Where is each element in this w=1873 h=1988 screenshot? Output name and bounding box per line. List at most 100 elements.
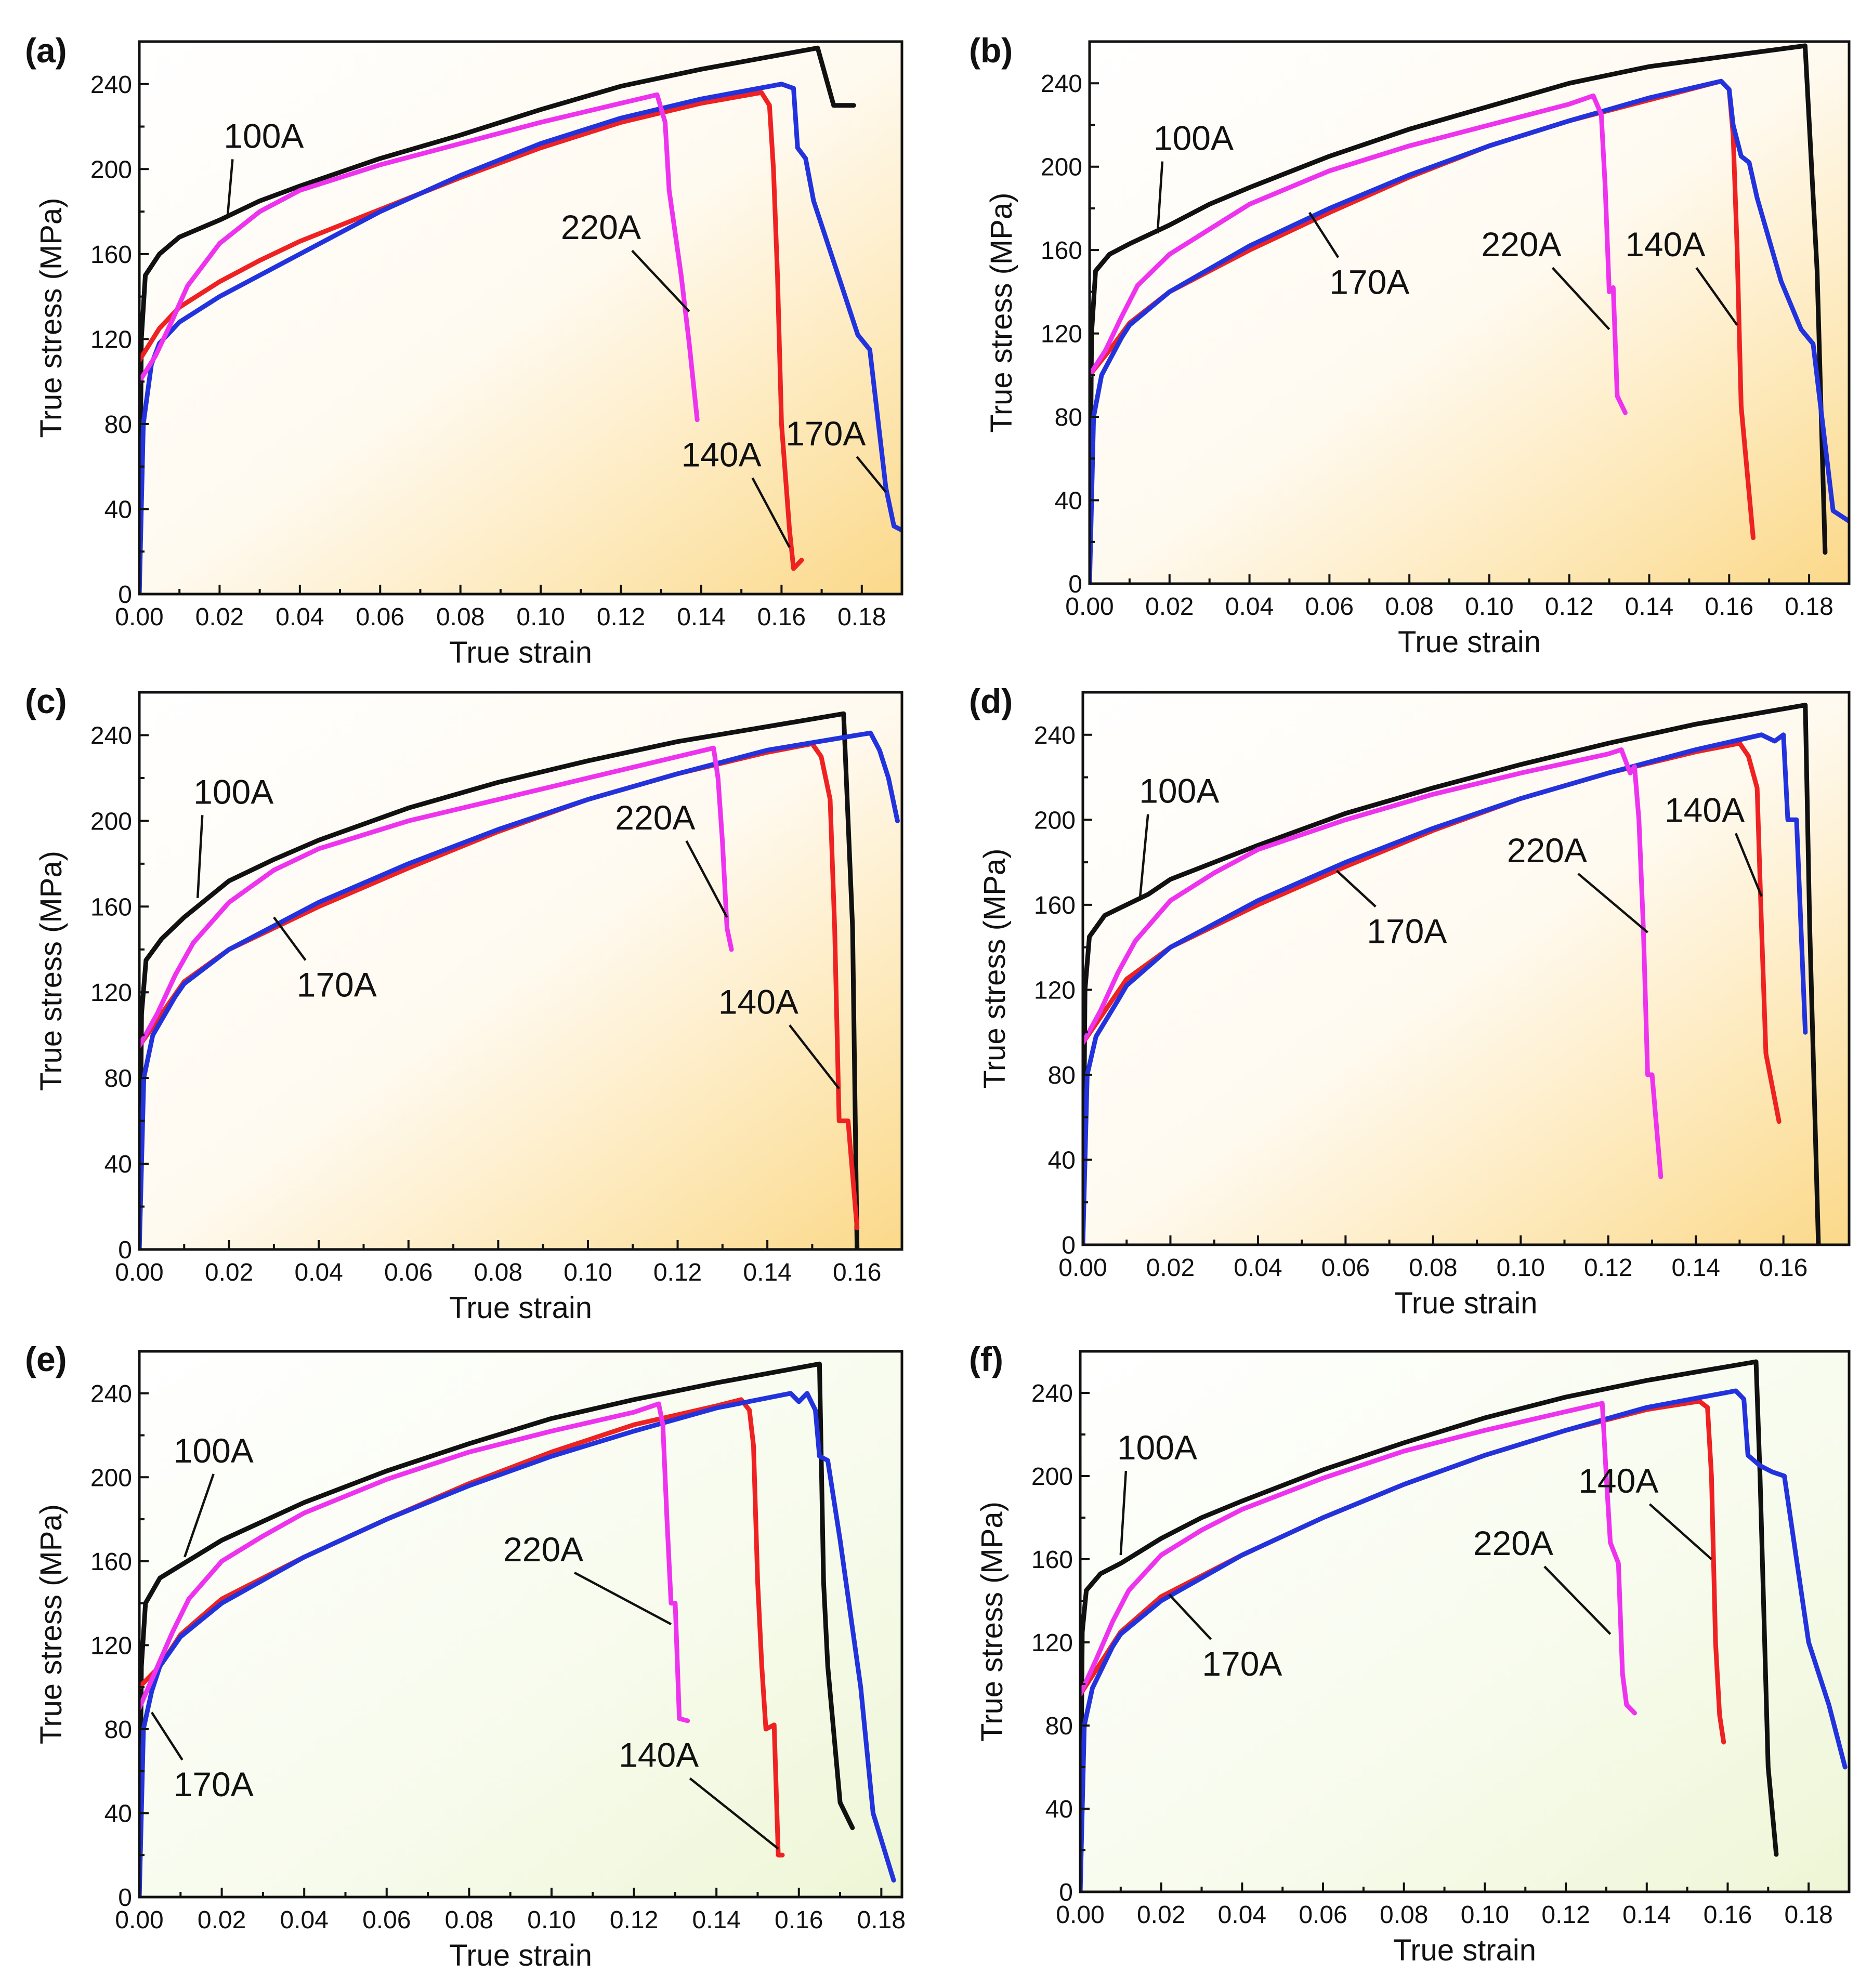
x-tick-label: 0.16 [775, 1906, 823, 1934]
series-line-220A [139, 92, 700, 423]
series-line-170A [1090, 78, 1849, 584]
y-tick-label: 200 [90, 808, 132, 835]
plot-frame [138, 1350, 903, 1899]
series-line-100A [139, 711, 860, 1249]
y-tick-label: 80 [1048, 1062, 1076, 1089]
series-line-170A [139, 730, 900, 1249]
series-line-220A [1080, 1401, 1637, 1716]
y-tick-label: 200 [90, 156, 132, 183]
annotation-leader-220A [1577, 873, 1649, 933]
series-group [1080, 1359, 1848, 1892]
x-tick-label: 0.12 [1584, 1254, 1632, 1282]
y-tick-label: 160 [1031, 1546, 1073, 1574]
x-tick-label: 0.14 [1671, 1254, 1720, 1282]
y-tick-label: 240 [90, 1380, 132, 1408]
y-tick-label: 240 [1034, 722, 1076, 749]
series-line-140A [139, 90, 804, 571]
x-tick-label: 0.02 [1146, 1254, 1195, 1282]
x-tick-label: 0.00 [1065, 593, 1114, 621]
y-tick-label: 80 [1045, 1713, 1073, 1740]
annotation-label-100A: 100A [1154, 119, 1234, 157]
x-tick-label: 0.16 [1759, 1254, 1807, 1282]
x-tick-label: 0.14 [743, 1259, 791, 1286]
x-tick-label: 0.02 [1137, 1901, 1185, 1929]
series-line-100A [139, 45, 856, 594]
annotation-leader-220A [631, 249, 690, 312]
x-axis-title: True strain [449, 1291, 592, 1325]
series-line-220A [139, 745, 734, 1048]
x-tick-label: 0.04 [294, 1259, 343, 1286]
plot-frame [138, 40, 903, 596]
series-group [139, 711, 900, 1249]
panel-label: (b) [969, 31, 1013, 70]
series-line-100A [1083, 703, 1821, 1245]
y-axis-title: True stress (MPa) [34, 198, 68, 438]
annotation-label-220A: 220A [615, 798, 695, 837]
x-tick-label: 0.06 [384, 1259, 433, 1286]
annotation-leader-140A [751, 477, 791, 548]
annotation-label-140A: 140A [1625, 225, 1705, 264]
annotation-label-170A: 170A [1329, 262, 1409, 301]
x-tick-label: 0.00 [115, 603, 163, 631]
y-tick-label: 0 [118, 581, 132, 609]
y-axis-title: True stress (MPa) [985, 193, 1018, 433]
x-tick-label: 0.10 [564, 1259, 612, 1286]
x-tick-label: 0.10 [1461, 1901, 1509, 1929]
y-tick-label: 0 [118, 1236, 132, 1264]
y-tick-label: 120 [1034, 977, 1076, 1004]
x-tick-label: 0.10 [516, 603, 565, 631]
y-tick-label: 200 [1034, 807, 1076, 834]
panel-label: (e) [25, 1340, 67, 1378]
annotation-leader-100A [1156, 161, 1164, 234]
y-tick-label: 120 [90, 1632, 132, 1660]
annotation-label-220A: 220A [503, 1530, 583, 1569]
annotation-leader-100A [196, 815, 204, 898]
annotation-leader-220A [1551, 267, 1610, 331]
x-tick-label: 0.06 [1305, 593, 1354, 621]
annotation-label-170A: 170A [1202, 1644, 1282, 1683]
y-tick-label: 40 [1048, 1147, 1076, 1174]
y-axis-title: True stress (MPa) [978, 849, 1012, 1089]
annotation-leader-140A [1648, 1503, 1712, 1560]
x-tick-label: 0.06 [362, 1906, 411, 1934]
x-axis-title: True strain [449, 1939, 592, 1972]
annotation-leader-170A [150, 1711, 184, 1761]
y-tick-label: 0 [1059, 1879, 1073, 1906]
panel-label: (a) [25, 31, 67, 70]
x-tick-label: 0.12 [610, 1906, 658, 1934]
series-line-220A [1083, 747, 1664, 1179]
x-tick-label: 0.12 [1541, 1901, 1590, 1929]
x-tick-label: 0.06 [356, 603, 404, 631]
series-line-220A [139, 1401, 690, 1723]
x-tick-label: 0.00 [115, 1259, 163, 1286]
x-tick-label: 0.02 [205, 1259, 253, 1286]
y-tick-label: 40 [1055, 488, 1082, 515]
x-tick-label: 0.08 [445, 1906, 493, 1934]
y-tick-label: 160 [1034, 892, 1076, 919]
series-group [139, 1361, 896, 1897]
annotation-leader-220A [574, 1571, 672, 1625]
panel-f: 0.00 0.02 0.04 0.06 0.08 0.10 0.12 0.14 0.16 0.18… [969, 1340, 1851, 1967]
annotation-label-140A: 140A [718, 982, 798, 1021]
y-tick-label: 160 [1041, 237, 1082, 265]
x-tick-label: 0.02 [195, 603, 244, 631]
y-tick-label: 240 [1041, 70, 1082, 98]
annotation-leader-140A [1695, 267, 1738, 326]
plot-frame [1088, 40, 1851, 585]
x-tick-label: 0.08 [1380, 1901, 1428, 1929]
y-tick-label: 120 [90, 326, 132, 353]
series-line-170A [1083, 732, 1808, 1245]
y-tick-label: 240 [1031, 1380, 1073, 1407]
x-tick-label: 0.18 [857, 1906, 906, 1934]
x-tick-label: 0.14 [1625, 593, 1673, 621]
annotation-leader-100A [1138, 814, 1149, 901]
x-tick-label: 0.16 [833, 1259, 881, 1286]
y-tick-label: 200 [90, 1464, 132, 1492]
panel-d: 0.00 0.02 0.04 0.06 0.08 0.10 0.12 0.14 0.16 0 40 8… [969, 682, 1851, 1320]
x-tick-label: 0.08 [436, 603, 484, 631]
y-tick-label: 80 [104, 1065, 132, 1092]
plot-background [139, 1351, 902, 1897]
plot-frame [138, 691, 903, 1251]
y-tick-label: 40 [104, 1151, 132, 1178]
annotation-leader-170A [856, 456, 887, 493]
